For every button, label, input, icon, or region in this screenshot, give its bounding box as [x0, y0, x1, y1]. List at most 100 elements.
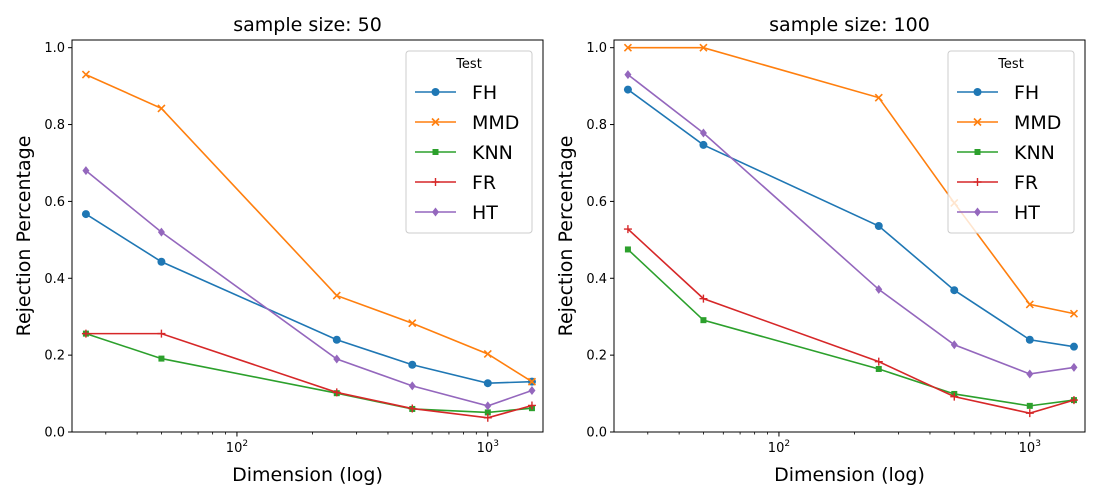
legend-entry-mmd: MMD	[415, 112, 519, 134]
x-axis-label: Dimension (log)	[774, 464, 925, 486]
data-point-fh	[157, 257, 166, 266]
data-point-fr	[483, 413, 492, 422]
legend-swatch-marker	[973, 117, 982, 127]
y-axis-label: Rejection Percentage	[13, 136, 35, 337]
data-point-fr	[408, 404, 417, 413]
series-line-fh	[627, 88, 1075, 348]
data-point-fh	[699, 140, 708, 149]
x-axis-label: Dimension (log)	[232, 464, 383, 486]
legend-label: FH	[1014, 82, 1039, 104]
data-point-fh	[408, 360, 417, 369]
legend-entry-knn: KNN	[415, 142, 513, 164]
data-point-ht	[82, 166, 90, 176]
data-point-ht	[1070, 362, 1078, 372]
data-point-ht	[484, 401, 492, 411]
y-tick-label: 0.0	[586, 426, 607, 441]
legend-swatch-marker	[973, 178, 982, 186]
data-point-mmd	[408, 319, 417, 328]
data-point-fr	[1025, 409, 1034, 418]
legend-entry-ht: HT	[415, 202, 498, 224]
legend-label: KNN	[1014, 142, 1055, 164]
data-point-fh	[950, 286, 959, 295]
data-point-fh	[623, 85, 632, 94]
legend-label: KNN	[472, 142, 513, 164]
data-point-fh	[332, 335, 341, 344]
y-tick-label: 0.6	[586, 195, 607, 210]
data-point-knn	[700, 317, 707, 324]
data-point-fr	[623, 225, 632, 234]
series-ht	[624, 70, 1078, 379]
data-point-ht	[1026, 369, 1034, 379]
chart-title: sample size: 100	[769, 14, 930, 36]
legend-title: Test	[997, 57, 1024, 72]
legend-label: MMD	[472, 112, 519, 134]
data-point-ht	[408, 381, 416, 391]
x-tick-label: 103	[1019, 439, 1041, 456]
x-tick-label: 102	[768, 439, 790, 456]
data-point-mmd	[157, 104, 166, 113]
data-point-knn	[624, 246, 631, 253]
series-line-fr	[627, 228, 1075, 414]
legend-entry-knn: KNN	[957, 142, 1055, 164]
legend-box	[947, 50, 1075, 234]
legend-entry-mmd: MMD	[957, 112, 1061, 134]
y-tick-label: 0.4	[44, 272, 65, 287]
data-point-fh	[1069, 342, 1078, 351]
data-point-mmd	[483, 349, 492, 359]
legend-box	[405, 50, 533, 234]
data-point-knn	[158, 355, 165, 362]
data-point-fr	[527, 401, 536, 410]
legend-label: HT	[472, 202, 498, 224]
data-point-ht	[875, 284, 883, 294]
data-point-ht	[528, 385, 536, 395]
x-tick-label: 103	[477, 439, 499, 456]
legend-swatch-marker	[974, 149, 981, 155]
legend-entry-fr: FR	[957, 172, 1038, 194]
data-point-knn	[1026, 402, 1033, 409]
series-fh	[623, 85, 1078, 351]
chart-panel-2: sample size: 100 0.0 0.2 0.4 0.6 0.8 1.0 102 103…	[555, 14, 1086, 486]
series-line-mmd	[627, 46, 1075, 315]
legend-swatch-marker	[974, 207, 981, 217]
y-tick-label: 0.4	[586, 272, 607, 287]
data-point-ht	[157, 227, 165, 237]
data-point-fr	[81, 329, 90, 338]
legend-entry-ht: HT	[957, 202, 1040, 224]
series-line-ht	[85, 170, 533, 407]
data-point-knn	[484, 409, 491, 416]
legend: Test FH MMD KNN FR HT	[947, 50, 1075, 234]
data-point-ht	[624, 70, 632, 80]
plot-frame	[613, 39, 1086, 433]
chart-panel-1: sample size: 50 0.0 0.2 0.4 0.6 0.8 1.0 102 103 D…	[13, 14, 544, 486]
series-line-ht	[627, 73, 1075, 375]
series-fr	[623, 225, 1078, 418]
data-point-mmd	[874, 93, 883, 102]
legend-swatch-marker	[431, 178, 440, 186]
series-line-fr	[85, 332, 533, 419]
legend-swatch-marker	[432, 149, 439, 155]
legend-swatch-marker	[973, 88, 982, 96]
legend-label: MMD	[1014, 112, 1061, 134]
data-point-fr	[332, 388, 341, 397]
series-mmd	[81, 70, 537, 386]
data-point-fh	[1025, 335, 1034, 344]
series-knn	[82, 330, 535, 416]
data-point-mmd	[1069, 309, 1079, 318]
series-line-mmd	[85, 73, 533, 383]
series-fr	[81, 329, 536, 422]
y-tick-label: 0.8	[586, 118, 607, 133]
plot-frame	[71, 39, 544, 433]
data-point-mmd	[81, 70, 90, 79]
series-ht	[82, 166, 536, 411]
legend-label: FR	[1014, 172, 1038, 194]
data-point-mmd	[332, 291, 341, 300]
y-tick-label: 0.2	[44, 349, 65, 364]
y-tick-label: 0.8	[44, 118, 65, 133]
legend-swatch-marker	[431, 88, 440, 96]
y-tick-label: 1.0	[586, 41, 607, 56]
data-point-fh	[483, 379, 492, 388]
legend-swatch-marker	[431, 117, 440, 127]
y-axis-label: Rejection Percentage	[555, 136, 577, 337]
data-point-mmd	[623, 43, 632, 52]
